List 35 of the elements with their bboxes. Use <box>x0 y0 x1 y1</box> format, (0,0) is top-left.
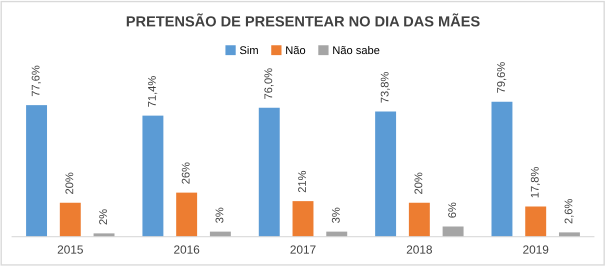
data-label: 2,6% <box>564 199 574 224</box>
data-label: 73,8% <box>380 72 390 103</box>
x-tick-label: 2019 <box>523 245 548 254</box>
x-tick-label: 2015 <box>58 245 83 254</box>
x-tick-label: 2017 <box>290 245 316 254</box>
data-label: 20% <box>414 172 422 194</box>
data-label: 76,0% <box>264 68 274 99</box>
data-label: 3% <box>216 208 224 223</box>
data-label: 26% <box>182 162 190 184</box>
data-label: 79,6% <box>497 62 506 93</box>
x-tick-label: 2016 <box>174 245 200 254</box>
data-label: 6% <box>448 202 456 218</box>
data-label: 77,6% <box>32 66 41 96</box>
bar <box>491 102 512 237</box>
bar <box>442 226 464 237</box>
data-label: 3% <box>332 208 340 223</box>
legend-label: Sim <box>240 46 258 54</box>
bar <box>408 202 430 237</box>
legend-label: Não sabe <box>333 46 380 54</box>
bar <box>26 105 48 237</box>
chart-title: PRETENSÃO DE PRESENTEAR NO DIA DAS MÃES <box>126 13 480 27</box>
x-tick-label: 2018 <box>406 245 432 254</box>
data-label: 21% <box>298 170 306 192</box>
bar <box>176 192 198 237</box>
data-label: 20% <box>65 172 74 194</box>
bar <box>292 201 314 237</box>
bar <box>60 202 81 237</box>
bar <box>525 206 546 237</box>
bar <box>142 116 164 237</box>
bar <box>258 108 280 237</box>
data-label: 2% <box>99 209 107 224</box>
bar <box>375 112 396 237</box>
legend-label: Não <box>286 46 306 54</box>
data-label: 71,4% <box>148 76 158 107</box>
data-label: 17,8% <box>530 167 540 198</box>
